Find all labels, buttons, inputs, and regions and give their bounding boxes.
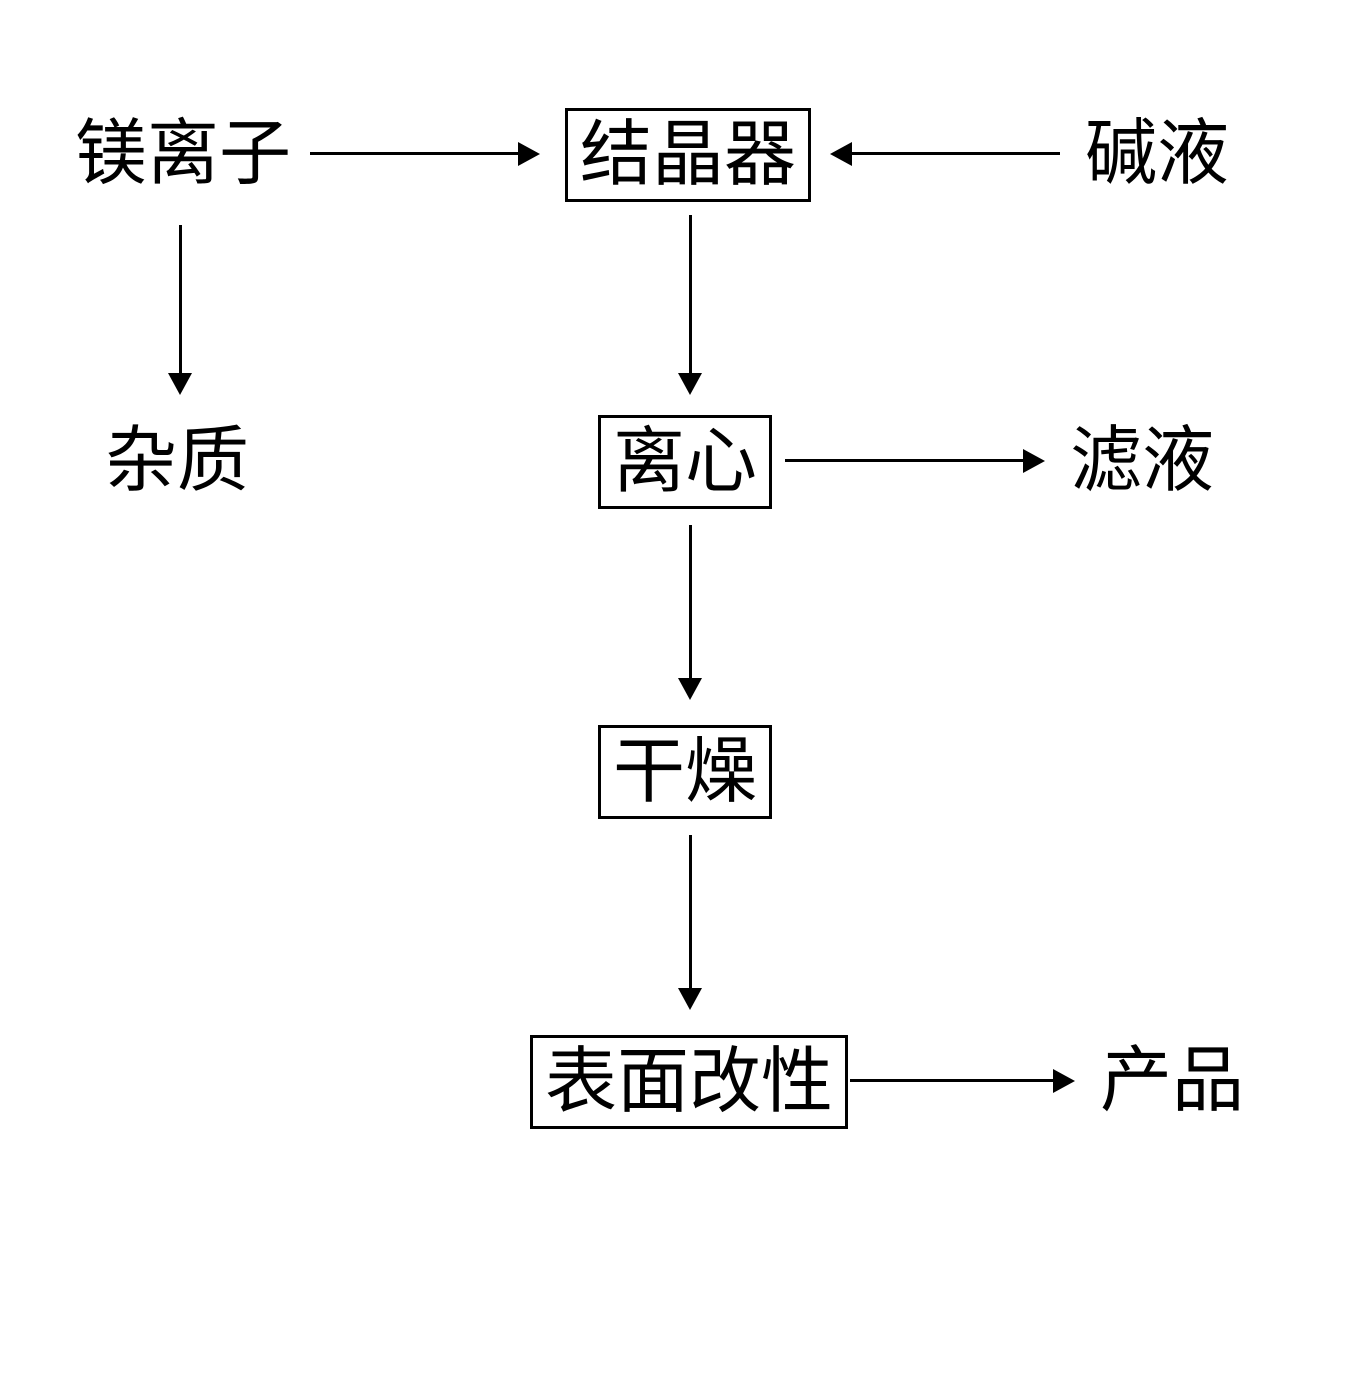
- arrow-cryst-to-centrifuge: [689, 215, 692, 375]
- arrowhead-centrifuge-to-filtrate: [1023, 449, 1045, 473]
- node-mg-ion: 镁离子: [75, 118, 291, 190]
- arrow-drying-to-surface: [689, 835, 692, 990]
- node-centrifuge: 离心: [598, 415, 772, 509]
- arrow-centrifuge-to-filtrate: [785, 459, 1025, 462]
- node-product: 产品: [1100, 1045, 1244, 1117]
- arrowhead-cryst-to-centrifuge: [678, 373, 702, 395]
- arrow-surface-to-product: [850, 1079, 1055, 1082]
- arrowhead-mg-to-impurity: [168, 373, 192, 395]
- node-crystallizer: 结晶器: [565, 108, 811, 202]
- arrow-mg-to-impurity: [179, 225, 182, 375]
- node-alkali: 碱液: [1085, 118, 1229, 190]
- arrowhead-drying-to-surface: [678, 988, 702, 1010]
- arrowhead-surface-to-product: [1053, 1069, 1075, 1093]
- node-surface-mod: 表面改性: [530, 1035, 848, 1129]
- arrowhead-centrifuge-to-drying: [678, 678, 702, 700]
- arrow-mg-to-cryst: [310, 152, 520, 155]
- arrowhead-alkali-to-cryst: [830, 142, 852, 166]
- node-drying: 干燥: [598, 725, 772, 819]
- arrowhead-mg-to-cryst: [518, 142, 540, 166]
- node-impurity: 杂质: [105, 425, 249, 497]
- arrow-alkali-to-cryst: [850, 152, 1060, 155]
- node-filtrate: 滤液: [1070, 425, 1214, 497]
- arrow-centrifuge-to-drying: [689, 525, 692, 680]
